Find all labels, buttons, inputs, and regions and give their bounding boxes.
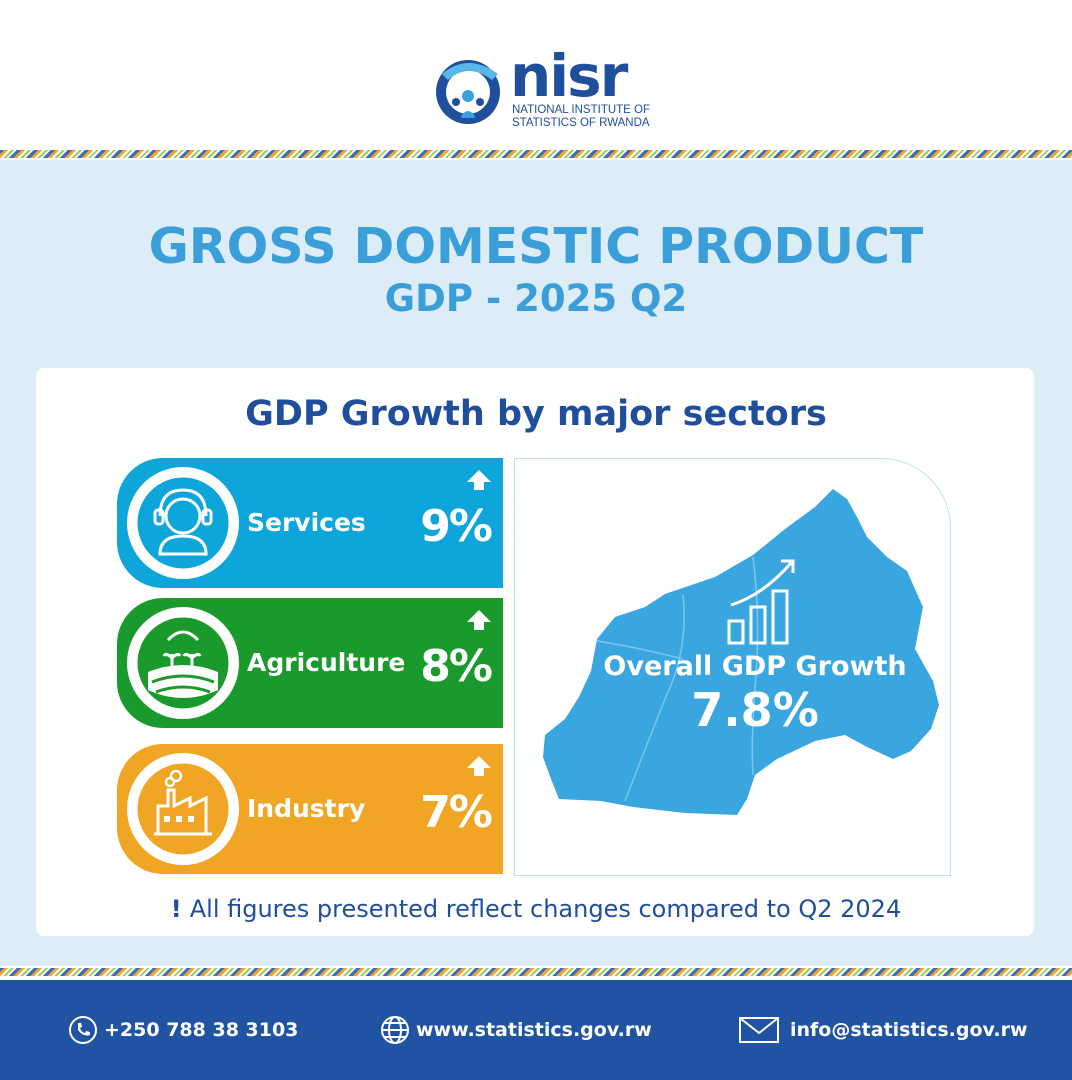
sector-agriculture: Agriculture 8% [117, 598, 503, 728]
nisr-logo[interactable]: nisr NATIONAL INSTITUTE OF STATISTICS OF… [432, 44, 682, 134]
overall-growth-value: 7.8% [691, 683, 819, 737]
phone-number: +250 788 38 3103 [104, 1019, 299, 1041]
footer-phone[interactable]: +250 788 38 3103 [68, 1013, 298, 1047]
arrow-up-icon [467, 756, 491, 776]
page-subtitle: GDP - 2025 Q2 [384, 277, 688, 320]
logo-subtitle: NATIONAL INSTITUTE OF STATISTICS OF RWAN… [512, 104, 651, 129]
arrow-up-icon [467, 610, 491, 630]
footnote: ! All figures presented reflect changes c… [0, 895, 1072, 923]
sector-label: Agriculture [247, 648, 406, 677]
page-title: GROSS DOMESTIC PRODUCT [148, 218, 924, 275]
footer-website[interactable]: www.statistics.gov.rw [380, 1013, 652, 1047]
sector-value: 8% [420, 641, 493, 692]
website-url: www.statistics.gov.rw [416, 1019, 652, 1041]
footer: +250 788 38 3103 www.statistics.gov.rw i… [0, 980, 1072, 1080]
overall-map-panel [514, 458, 951, 876]
card-title: GDP Growth by major sectors [245, 394, 827, 434]
footnote-text: All figures presented reflect changes co… [189, 895, 902, 923]
sector-industry: Industry 7% [117, 744, 503, 874]
mail-icon [739, 1017, 779, 1043]
phone-icon [69, 1016, 97, 1044]
globe-icon [381, 1016, 409, 1044]
sector-icon-circle [127, 467, 239, 579]
header: nisr NATIONAL INSTITUTE OF STATISTICS OF… [0, 0, 1072, 150]
sector-icon-circle [127, 753, 239, 865]
farm-field-icon [134, 614, 232, 712]
sector-services: Services 9% [117, 458, 503, 588]
overall-growth-label: Overall GDP Growth [603, 651, 907, 682]
logo-emblem-icon [436, 60, 500, 124]
growth-chart-icon [727, 559, 795, 645]
headset-person-icon [134, 474, 232, 572]
exclamation-icon: ! [170, 895, 182, 923]
footer-email[interactable]: info@statistics.gov.rw [738, 1013, 1028, 1047]
sector-label: Industry [247, 794, 366, 823]
arrow-up-icon [467, 470, 491, 490]
email-address: info@statistics.gov.rw [790, 1019, 1028, 1041]
decorative-border-top [0, 150, 1072, 158]
sector-label: Services [247, 508, 366, 537]
logo-wordmark: nisr [510, 42, 628, 110]
sector-value: 9% [420, 501, 493, 552]
sector-icon-circle [127, 607, 239, 719]
decorative-border-bottom [0, 968, 1072, 976]
factory-icon [134, 760, 232, 858]
sector-value: 7% [420, 787, 493, 838]
